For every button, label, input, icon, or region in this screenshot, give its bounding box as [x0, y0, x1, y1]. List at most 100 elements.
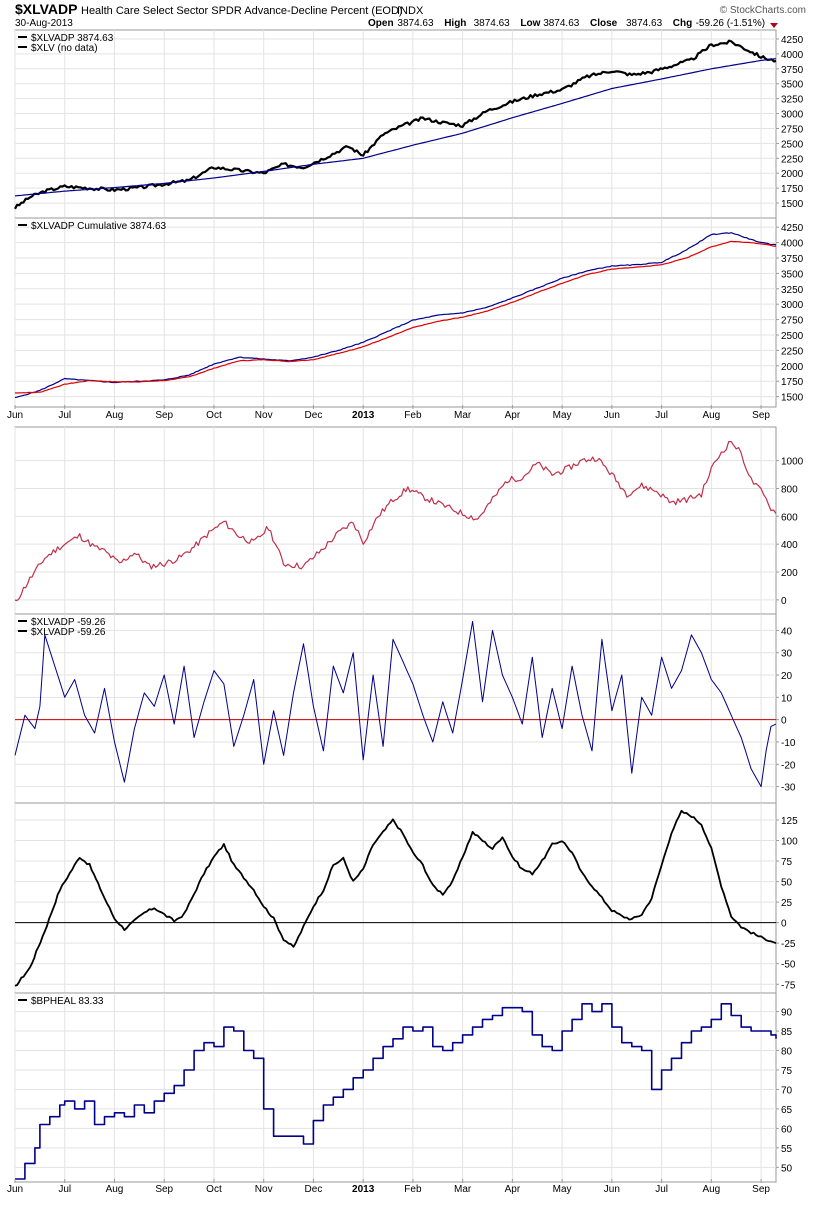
y-tick-label: 3750: [781, 254, 804, 265]
y-tick-label: 1500: [781, 393, 804, 404]
y-tick-label: 0: [781, 919, 787, 930]
chart-panels: 1500175020002250250027503000325035003750…: [7, 29, 804, 1195]
x-tick-label: Jul: [655, 410, 668, 421]
ohlc-value: 3874.63: [543, 18, 580, 29]
y-tick-label: 40: [781, 626, 793, 637]
y-tick-label: 65: [781, 1105, 793, 1116]
y-tick-label: 800: [781, 484, 798, 495]
x-tick-label: Sep: [155, 410, 173, 421]
panel-frame: [14, 426, 777, 615]
ohlc-value: 3874.63: [626, 18, 663, 29]
ohlc-label: Chg: [673, 18, 692, 29]
y-tick-label: 1750: [781, 184, 804, 195]
series-line: [14, 240, 777, 394]
y-tick-label: 3000: [781, 300, 804, 311]
y-tick-label: 25: [781, 898, 793, 909]
y-tick-label: 1500: [781, 199, 804, 210]
series-line: [14, 441, 777, 602]
y-tick-label: -75: [781, 980, 796, 991]
y-tick-label: 75: [781, 857, 793, 868]
chart-exchange: INDX: [397, 5, 424, 17]
chart-watermark: © StockCharts.com: [720, 5, 806, 16]
series-line: [14, 58, 777, 197]
x-tick-label: Feb: [404, 1184, 422, 1195]
x-tick-label: Dec: [305, 1184, 323, 1195]
panel-frame: [14, 217, 777, 408]
chart-header: $XLVADP Health Care Select Sector SPDR A…: [15, 1, 806, 29]
ohlc-label: Low: [520, 18, 540, 29]
legend-entry: $XLVADP -59.26: [31, 617, 106, 628]
x-tick-label: Mar: [454, 1184, 472, 1195]
y-tick-label: 4000: [781, 50, 804, 61]
y-tick-label: -20: [781, 760, 796, 771]
series-line: [15, 1003, 777, 1180]
x-tick-label: Jun: [7, 1184, 23, 1195]
panel-frame: [14, 802, 777, 994]
y-tick-label: 100: [781, 837, 798, 848]
x-tick-label: May: [553, 410, 572, 421]
ohlc-label: Open: [368, 18, 394, 29]
y-tick-label: 4250: [781, 35, 804, 46]
x-tick-label: Aug: [702, 410, 720, 421]
y-tick-label: 50: [781, 878, 793, 889]
y-tick-label: 90: [781, 1008, 793, 1019]
chart-panel: 1500 1750 2000 2250 2500 2750 3000 3250 3500 3750…: [14, 29, 804, 219]
y-tick-label: 3000: [781, 110, 804, 121]
chart-panel: -75 -50 -25 0 25 50 75 100 125: [14, 802, 798, 994]
y-tick-label: 3250: [781, 95, 804, 106]
y-tick-label: 2250: [781, 346, 804, 357]
x-tick-label: Oct: [206, 410, 222, 421]
chart-panel: 50 55 60 65 70 75 80 85 90 $BPHEAL 83.33: [14, 992, 793, 1183]
x-tick-label: Jul: [655, 1184, 668, 1195]
y-tick-label: 70: [781, 1085, 793, 1096]
ohlc-readout: Open 3874.63 High 3874.63 Low 3874.63 Close 387…: [368, 18, 765, 29]
x-tick-label: Apr: [505, 410, 521, 421]
y-tick-label: 4250: [781, 223, 804, 234]
x-axis-labels: Jun Jul Aug Sep Oct Nov Dec 2013 Feb Mar Apr May Jun…: [7, 405, 770, 421]
legend-entry: $XLVADP Cumulative 3874.63: [31, 221, 167, 232]
x-tick-label: Jun: [604, 1184, 620, 1195]
chart-symbol: $XLVADP: [15, 1, 78, 17]
y-tick-label: -10: [781, 738, 796, 749]
x-tick-label: 2013: [352, 410, 375, 421]
x-tick-label: Apr: [505, 1184, 521, 1195]
y-tick-label: 50: [781, 1163, 793, 1174]
legend-entry: $XLVADP -59.26: [31, 627, 106, 638]
y-tick-label: 0: [781, 716, 787, 727]
ohlc-label: High: [444, 18, 466, 29]
series-line: [14, 621, 777, 788]
y-tick-label: 0: [781, 596, 787, 607]
x-tick-label: 2013: [352, 1184, 375, 1195]
chart-date: 30-Aug-2013: [15, 18, 73, 29]
y-tick-label: 200: [781, 568, 798, 579]
y-tick-label: 1000: [781, 457, 804, 468]
x-tick-label: Jul: [58, 1184, 71, 1195]
legend-entry: $XLV (no data): [31, 43, 98, 54]
y-tick-label: 600: [781, 512, 798, 523]
y-tick-label: 1750: [781, 377, 804, 388]
x-tick-label: Sep: [155, 1184, 173, 1195]
y-tick-label: 2250: [781, 154, 804, 165]
x-tick-label: Mar: [454, 410, 472, 421]
y-tick-label: -30: [781, 783, 796, 794]
x-tick-label: Oct: [206, 1184, 222, 1195]
change-down-arrow-icon: [770, 23, 778, 28]
x-tick-label: Sep: [752, 1184, 770, 1195]
y-tick-label: -25: [781, 939, 796, 950]
series-line: [14, 809, 777, 987]
y-tick-label: 2750: [781, 124, 804, 135]
x-tick-label: Nov: [255, 410, 273, 421]
x-tick-label: Dec: [305, 410, 323, 421]
y-tick-label: 2500: [781, 139, 804, 150]
y-tick-label: 3500: [781, 80, 804, 91]
x-tick-label: Aug: [106, 1184, 124, 1195]
ohlc-label: Close: [590, 18, 618, 29]
y-tick-label: 3750: [781, 65, 804, 76]
y-tick-label: 3250: [781, 285, 804, 296]
y-tick-label: 85: [781, 1027, 793, 1038]
ohlc-value: 3874.63: [397, 18, 434, 29]
y-tick-label: 4000: [781, 239, 804, 250]
ohlc-value: -59.26 (-1.51%): [696, 18, 765, 29]
y-tick-label: 2000: [781, 362, 804, 373]
